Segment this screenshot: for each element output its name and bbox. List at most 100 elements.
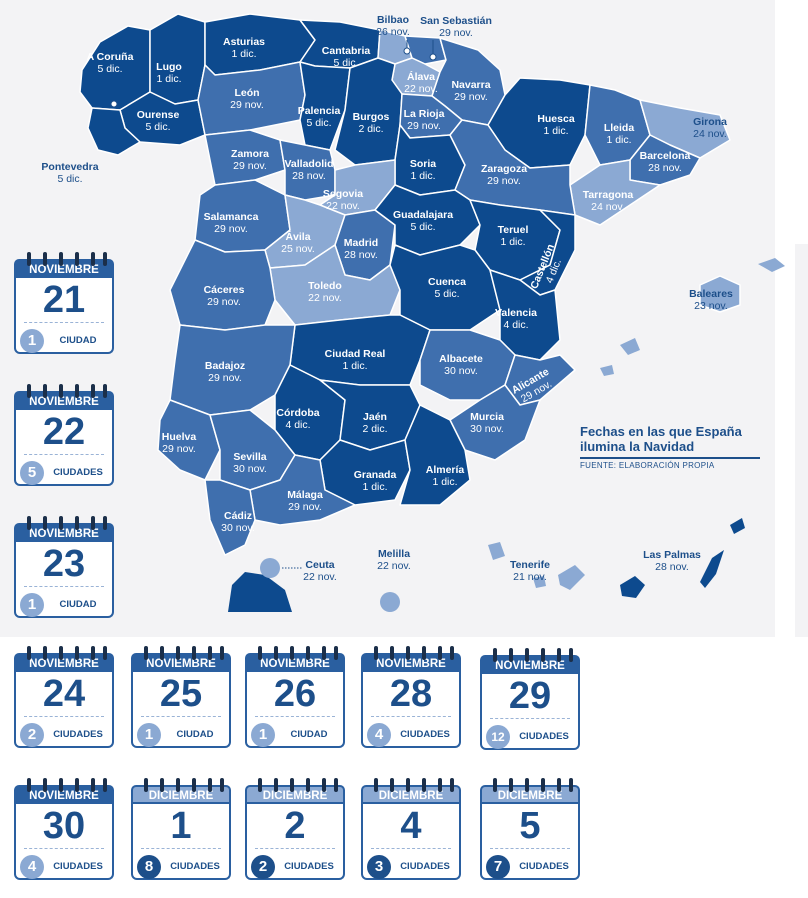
label-cantabria: Cantabria 5 dic. bbox=[322, 45, 371, 69]
label-zaragoza: Zaragoza 29 nov. bbox=[481, 163, 527, 187]
label-lugo: Lugo 1 dic. bbox=[156, 61, 182, 85]
label-las-palmas: Las Palmas 28 nov. bbox=[643, 549, 701, 573]
province-lugo bbox=[149, 13, 206, 105]
calendar-ring bbox=[75, 646, 79, 660]
city-count-unit: CIUDADES bbox=[53, 467, 103, 478]
calendar-page: 23 1 CIUDAD bbox=[14, 542, 114, 618]
city-count-badge: 3 bbox=[367, 855, 391, 879]
calendar-ring bbox=[43, 516, 47, 530]
calendar-divider bbox=[141, 716, 221, 717]
province-date: 5 dic. bbox=[434, 288, 459, 300]
calendar-divider bbox=[255, 716, 335, 717]
calendar-ring bbox=[274, 646, 278, 660]
calendar-page: 1 8 CIUDADES bbox=[131, 804, 231, 880]
province-name: Ourense bbox=[137, 109, 180, 121]
calendar-ring bbox=[103, 252, 107, 266]
calendar-day: 22 bbox=[42, 411, 86, 453]
calendar-ring bbox=[75, 516, 79, 530]
province-date: 22 nov. bbox=[326, 200, 360, 212]
calendar-ring bbox=[43, 646, 47, 660]
calendar-rings bbox=[245, 778, 345, 792]
calendar-rings bbox=[361, 778, 461, 792]
label-albacete: Albacete 30 nov. bbox=[439, 353, 483, 377]
province-name: Salamanca bbox=[204, 211, 259, 223]
calendar-page: 22 5 CIUDADES bbox=[14, 410, 114, 486]
calendar-noviembre-22: NOVIEMBRE 22 5 CIUDADES bbox=[14, 384, 114, 488]
province-almeria bbox=[399, 404, 471, 506]
calendar-rings bbox=[361, 646, 461, 660]
province-leon bbox=[197, 61, 306, 136]
province-name: Valencia bbox=[495, 307, 537, 319]
province-date: 28 nov. bbox=[344, 249, 378, 261]
calendar-ring bbox=[258, 646, 262, 660]
calendar-ring bbox=[493, 778, 497, 792]
island-formentera bbox=[600, 365, 614, 376]
province-name: Ávila bbox=[285, 230, 310, 243]
calendar-noviembre-25: NOVIEMBRE 25 1 CIUDAD bbox=[131, 646, 231, 750]
calendar-ring bbox=[557, 648, 561, 662]
melilla-marker bbox=[380, 592, 400, 612]
province-baleares bbox=[699, 275, 741, 313]
calendar-ring bbox=[509, 648, 513, 662]
calendar-ring bbox=[569, 778, 573, 792]
province-date: 5 dic. bbox=[57, 173, 82, 185]
province-name: Navarra bbox=[451, 79, 490, 91]
calendar-ring bbox=[374, 778, 378, 792]
label-zamora: Zamora 29 nov. bbox=[231, 148, 269, 172]
calendar-month: DICIEMBRE bbox=[131, 785, 231, 804]
calendar-ring bbox=[422, 778, 426, 792]
province-name: Murcia bbox=[470, 411, 504, 423]
label-alava: Álava 22 nov. bbox=[404, 70, 438, 95]
province-name: Cantabria bbox=[322, 45, 371, 57]
calendar-month: NOVIEMBRE bbox=[245, 653, 345, 672]
city-count-badge: 1 bbox=[251, 723, 275, 747]
province-date: 1 dic. bbox=[500, 236, 525, 248]
calendar-ring bbox=[541, 648, 545, 662]
label-malaga: Málaga 29 nov. bbox=[287, 489, 323, 513]
city-count-badge: 4 bbox=[20, 855, 44, 879]
calendar-month: NOVIEMBRE bbox=[14, 653, 114, 672]
province-name: Albacete bbox=[439, 353, 483, 365]
label-sevilla: Sevilla 30 nov. bbox=[233, 451, 267, 475]
calendar-page: 25 1 CIUDAD bbox=[131, 672, 231, 748]
city-count-badge: 2 bbox=[251, 855, 275, 879]
province-cuenca bbox=[389, 244, 501, 331]
province-date: 1 dic. bbox=[432, 476, 457, 488]
calendar-ring bbox=[91, 778, 95, 792]
province-name: Pontevedra bbox=[41, 161, 98, 173]
label-barcelona: Barcelona 28 nov. bbox=[640, 150, 691, 174]
province-date: 21 nov. bbox=[513, 571, 547, 583]
calendar-ring bbox=[59, 778, 63, 792]
province-date: 22 nov. bbox=[377, 560, 411, 572]
label-badajoz: Badajoz 29 nov. bbox=[205, 360, 245, 384]
province-cadiz bbox=[204, 479, 256, 556]
calendar-divider bbox=[24, 454, 104, 455]
calendar-day: 1 bbox=[170, 805, 192, 847]
city-count-unit: CIUDAD bbox=[59, 599, 97, 610]
province-name: Granada bbox=[354, 469, 397, 481]
calendar-ring bbox=[176, 646, 180, 660]
calendar-ring bbox=[103, 516, 107, 530]
label-girona: Girona 24 nov. bbox=[693, 116, 727, 140]
label-segovia: Segovia 22 nov. bbox=[323, 188, 363, 212]
calendar-divider bbox=[24, 586, 104, 587]
province-zamora bbox=[204, 129, 286, 186]
city-count-badge: 1 bbox=[20, 329, 44, 353]
calendar-divider bbox=[255, 848, 335, 849]
calendar-noviembre-23: NOVIEMBRE 23 1 CIUDAD bbox=[14, 516, 114, 620]
san-sebastian-marker bbox=[429, 53, 437, 61]
calendar-diciembre-1: DICIEMBRE 1 8 CIUDADES bbox=[131, 778, 231, 882]
calendar-diciembre-4: DICIEMBRE 4 3 CIUDADES bbox=[361, 778, 461, 882]
island-menorca bbox=[758, 258, 785, 272]
province-name: Tenerife bbox=[510, 559, 550, 571]
province-name: Ceuta bbox=[305, 559, 334, 571]
calendar-rings bbox=[480, 648, 580, 662]
calendar-ring bbox=[59, 252, 63, 266]
calendar-ring bbox=[103, 778, 107, 792]
province-date: 1 dic. bbox=[362, 481, 387, 493]
province-date: 1 dic. bbox=[410, 170, 435, 182]
province-date: 5 dic. bbox=[410, 221, 435, 233]
calendar-day: 4 bbox=[400, 805, 422, 847]
calendar-page: 21 1 CIUDAD bbox=[14, 278, 114, 354]
calendar-ring bbox=[59, 384, 63, 398]
